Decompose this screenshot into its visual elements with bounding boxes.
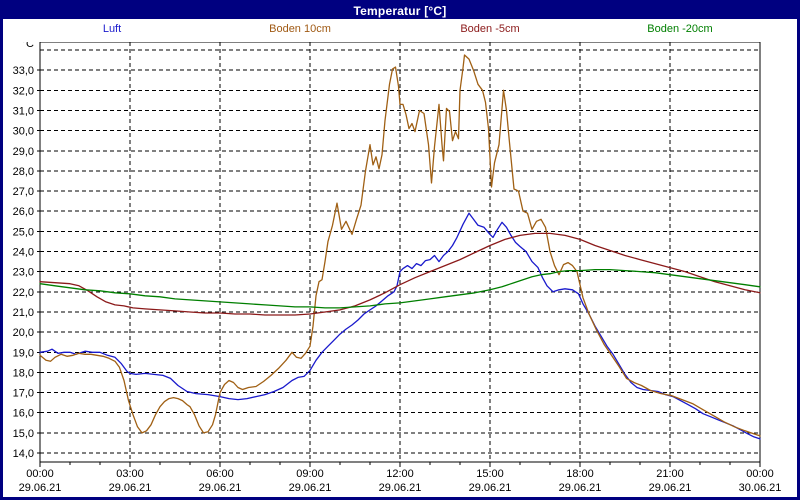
y-tick-label: 30,0 xyxy=(13,126,34,138)
legend: Luft Boden 10cm Boden -5cm Boden -20cm xyxy=(3,19,797,42)
y-tick-label: 29,0 xyxy=(13,146,34,158)
x-tick-date-label: 29.06.21 xyxy=(109,482,152,494)
y-tick-label: 18,0 xyxy=(13,367,34,379)
temperature-chart-svg: 14,0 15,0 16,0 17,0 18,0 19,0 20,0 21,0 22,0 23,0… xyxy=(13,38,782,494)
title-bar: Temperatur [°C] xyxy=(3,3,797,19)
series-line-boden-10cm xyxy=(39,54,761,437)
y-tick-label: 31,0 xyxy=(13,105,34,117)
y-tick-label: 15,0 xyxy=(13,428,34,440)
x-tick-time-label: 03:00 xyxy=(116,468,144,480)
x-tick-time-label: 12:00 xyxy=(386,468,414,480)
y-tick-label: 32,0 xyxy=(13,85,34,97)
x-tick-date-label: 29.06.21 xyxy=(649,482,692,494)
x-tick-date-label: 29.06.21 xyxy=(19,482,62,494)
x-tick-time-label: 00:00 xyxy=(26,468,54,480)
y-tick-label: 17,0 xyxy=(13,388,34,400)
x-tick-time-label: 09:00 xyxy=(296,468,324,480)
x-tick-time-label: 06:00 xyxy=(206,468,234,480)
y-tick-label: 25,0 xyxy=(13,226,34,238)
y-tick-label: 16,0 xyxy=(13,408,34,420)
x-tick-date-label: 29.06.21 xyxy=(199,482,242,494)
series-line-luft xyxy=(39,212,761,440)
legend-item-boden-minus5cm: Boden -5cm xyxy=(460,23,520,35)
y-tick-label: 28,0 xyxy=(13,166,34,178)
y-tick-label: 26,0 xyxy=(13,206,34,218)
legend-item-luft: Luft xyxy=(102,23,122,35)
y-tick-label: 23,0 xyxy=(13,267,34,279)
y-tick-label: 22,0 xyxy=(13,287,34,299)
y-tick-label: 20,0 xyxy=(13,327,34,339)
y-tick-label: 14,0 xyxy=(13,448,34,460)
plot-frame xyxy=(39,41,761,463)
series-line-boden--5cm xyxy=(39,232,761,316)
x-tick-date-label: 29.06.21 xyxy=(379,482,422,494)
y-tick-label: 19,0 xyxy=(13,347,34,359)
x-tick-time-label: 21:00 xyxy=(656,468,684,480)
series-line-boden--20cm xyxy=(39,268,761,309)
x-tick-time-label: 18:00 xyxy=(566,468,594,480)
legend-item-boden-minus20cm: Boden -20cm xyxy=(647,23,713,35)
page-title: Temperatur [°C] xyxy=(353,4,447,18)
y-tick-label: 33,0 xyxy=(13,65,34,77)
x-tick-time-label: 15:00 xyxy=(476,468,504,480)
x-tick-time-label: 00:00 xyxy=(746,468,774,480)
legend-item-boden-10cm: Boden 10cm xyxy=(269,23,331,35)
x-tick-date-label: 29.06.21 xyxy=(559,482,602,494)
y-tick-label: 27,0 xyxy=(13,186,34,198)
y-tick-label: 24,0 xyxy=(13,247,34,259)
y-tick-label: 21,0 xyxy=(13,307,34,319)
x-tick-date-label: 29.06.21 xyxy=(469,482,512,494)
x-tick-date-label: 29.06.21 xyxy=(289,482,332,494)
x-tick-date-label: 30.06.21 xyxy=(739,482,782,494)
